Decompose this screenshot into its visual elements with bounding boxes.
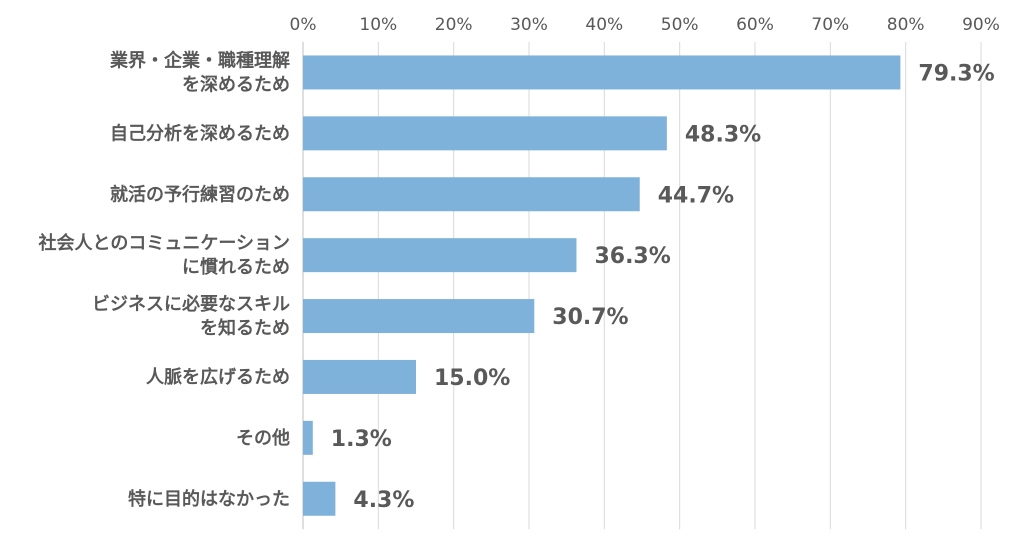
category-label-line: 業界・企業・職種理解 xyxy=(109,49,290,71)
x-tick-label: 40% xyxy=(585,15,623,35)
category-label: 人脈を広げるため xyxy=(146,366,290,388)
data-label: 15.0% xyxy=(434,366,510,391)
x-tick-label: 20% xyxy=(435,15,473,35)
category-label-line: その他 xyxy=(236,427,290,449)
category-labels: 業界・企業・職種理解を深めるため自己分析を深めるため就活の予行練習のため社会人と… xyxy=(39,49,290,509)
category-label-line: ビジネスに必要なスキル xyxy=(92,293,290,315)
bar xyxy=(303,116,667,151)
x-axis-ticks: 0% 10% 20% 30% 40% 50% 60% 70% 80% 90% xyxy=(290,15,1000,35)
category-label: 特に目的はなかった xyxy=(128,488,290,510)
data-label: 1.3% xyxy=(331,427,392,452)
category-label-line: 社会人とのコミュニケーション xyxy=(39,232,290,254)
bar xyxy=(303,359,416,394)
category-label-line: に慣れるため xyxy=(182,256,290,278)
bars xyxy=(303,55,901,516)
data-label: 79.3% xyxy=(918,61,994,86)
gridlines xyxy=(302,42,982,530)
x-tick-label: 80% xyxy=(887,15,925,35)
bar xyxy=(303,481,336,516)
data-label: 48.3% xyxy=(685,122,761,147)
bar xyxy=(303,177,640,212)
category-label: 就活の予行練習のため xyxy=(110,183,290,205)
category-label-line: 自己分析を深めるため xyxy=(110,122,290,144)
data-label: 30.7% xyxy=(552,305,628,330)
data-label: 44.7% xyxy=(658,183,734,208)
x-tick-label: 10% xyxy=(359,15,397,35)
x-tick-label: 70% xyxy=(811,15,849,35)
data-label: 36.3% xyxy=(594,244,670,269)
category-label-line: を知るため xyxy=(200,317,290,339)
category-label: 業界・企業・職種理解を深めるため xyxy=(109,49,290,95)
bar xyxy=(303,55,901,90)
category-label: 自己分析を深めるため xyxy=(110,122,290,144)
x-tick-label: 60% xyxy=(736,15,774,35)
category-label-line: 特に目的はなかった xyxy=(128,488,290,510)
category-label-line: を深めるため xyxy=(182,73,290,95)
category-label: その他 xyxy=(236,427,290,449)
bar xyxy=(303,238,577,273)
category-label-line: 就活の予行練習のため xyxy=(110,183,290,205)
x-tick-label: 0% xyxy=(290,15,317,35)
bar xyxy=(303,420,313,455)
category-label-line: 人脈を広げるため xyxy=(146,366,290,388)
x-tick-label: 50% xyxy=(661,15,699,35)
category-label: 社会人とのコミュニケーションに慣れるため xyxy=(39,232,290,278)
category-label: ビジネスに必要なスキルを知るため xyxy=(92,293,290,339)
data-labels: 79.3% 48.3% 44.7% 36.3% 30.7% 15.0% 1.3% 4.3% xyxy=(331,61,995,512)
bar xyxy=(303,299,535,334)
x-tick-label: 30% xyxy=(510,15,548,35)
data-label: 4.3% xyxy=(353,488,414,513)
x-tick-label: 90% xyxy=(962,15,1000,35)
